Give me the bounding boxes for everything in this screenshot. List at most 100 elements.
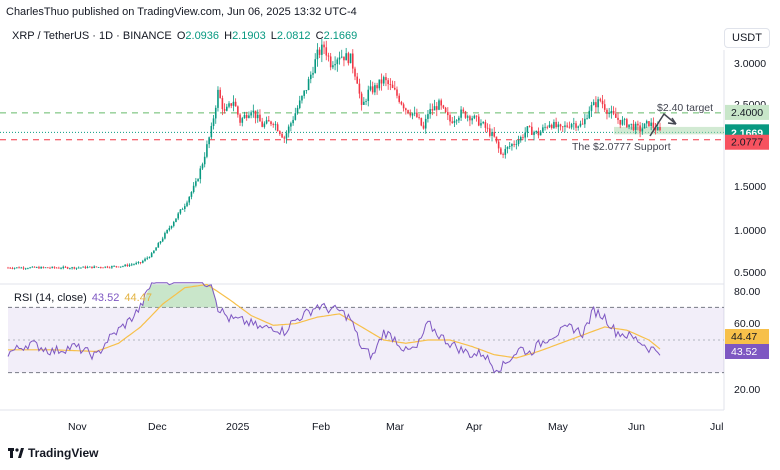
candle-body	[482, 122, 484, 124]
candle-body	[431, 109, 434, 111]
candle-body	[579, 123, 582, 127]
candle-body	[612, 110, 615, 114]
low-label: L	[270, 30, 277, 42]
candle-body	[119, 266, 122, 268]
candle-body	[332, 65, 334, 68]
candle-body	[274, 124, 277, 126]
candle-body	[336, 59, 339, 65]
candle-body	[184, 206, 186, 209]
candle-body	[259, 114, 261, 122]
candle-body	[586, 118, 588, 120]
candle-body	[334, 64, 336, 66]
candle-body	[13, 267, 16, 269]
candle-body	[469, 116, 471, 121]
candle-body	[599, 99, 602, 101]
candle-body	[234, 101, 237, 107]
time-label: Dec	[148, 421, 167, 433]
candle-body	[433, 106, 436, 111]
candle-body	[343, 56, 345, 61]
candle-body	[351, 53, 354, 69]
candle-body	[617, 117, 619, 120]
candle-body	[656, 127, 659, 131]
candle-body	[502, 154, 504, 155]
candle-body	[80, 267, 82, 269]
candle-body	[619, 119, 622, 125]
candle-body	[221, 98, 224, 110]
candle-body	[506, 146, 509, 149]
candle-body	[226, 106, 228, 111]
rsi-axis[interactable]: 80.00 60.00 20.00	[734, 286, 760, 396]
candle-body	[296, 107, 299, 114]
target-price-tag	[725, 104, 769, 120]
candle-body	[265, 120, 268, 124]
candle-body	[535, 130, 538, 133]
candle-body	[511, 144, 513, 147]
candle-body	[9, 267, 12, 269]
candle-body	[546, 126, 549, 128]
time-label: Jun	[628, 421, 645, 433]
candle-body	[283, 137, 286, 139]
candle-body	[634, 123, 637, 130]
candle-body	[49, 267, 51, 269]
candle-body	[245, 114, 248, 118]
candle-body	[38, 267, 40, 269]
candle-body	[281, 133, 283, 138]
candle-body	[150, 253, 153, 258]
currency-button[interactable]: USDT	[724, 28, 770, 48]
candle-body	[285, 133, 288, 139]
candle-body	[170, 225, 173, 229]
candle-body	[504, 148, 507, 155]
candle-body	[77, 267, 80, 269]
candle-body	[86, 267, 89, 269]
candle-body	[550, 124, 553, 128]
candle-body	[539, 131, 542, 136]
candle-body	[197, 179, 199, 182]
candle-body	[345, 53, 347, 61]
arrow-head-icon	[667, 117, 677, 125]
candle-body	[493, 132, 496, 137]
support-price-tag-text: 2.0777	[731, 137, 763, 149]
candle-body	[164, 233, 166, 239]
candle-body	[533, 132, 535, 135]
candle-body	[51, 266, 54, 268]
candle-body	[84, 266, 87, 269]
candle-body	[263, 123, 266, 127]
candle-body	[111, 266, 113, 268]
time-axis[interactable]: Nov Dec 2025 Feb Mar Apr May Jun Jul	[68, 421, 723, 433]
candle-body	[256, 114, 259, 119]
target-zone	[614, 126, 724, 135]
candle-body	[537, 130, 540, 136]
price-axis[interactable]: 3.0000 2.5000 1.5000 1.0000 0.5000	[734, 58, 766, 279]
rsi-band	[8, 307, 724, 373]
high-value: 2.1903	[232, 30, 266, 42]
candle-body	[573, 123, 575, 125]
candle-body	[290, 123, 292, 127]
candle-body	[327, 55, 330, 57]
candle-body	[199, 168, 202, 180]
symbol-name[interactable]: XRP / TetherUS · 1D · BINANCE	[12, 30, 172, 42]
candle-body	[360, 93, 363, 105]
candle-body	[228, 103, 230, 107]
candle-body	[305, 89, 308, 91]
candle-body	[652, 122, 655, 128]
candle-body	[626, 119, 628, 128]
candle-body	[385, 77, 387, 81]
candle-body	[597, 99, 599, 108]
candle-body	[314, 59, 317, 73]
candle-body	[254, 110, 257, 119]
candle-body	[58, 267, 60, 269]
candle-body	[142, 260, 144, 263]
candle-body	[462, 109, 465, 112]
candle-body	[338, 57, 341, 60]
candle-body	[16, 267, 18, 269]
candle-body	[564, 125, 566, 127]
candle-body	[393, 87, 396, 90]
candle-body	[489, 128, 491, 136]
candle-body	[100, 267, 102, 268]
candle-body	[645, 121, 648, 124]
candle-body	[93, 266, 95, 268]
tradingview-logo[interactable]: TradingView	[8, 446, 98, 460]
rsi-legend[interactable]: RSI (14, close) 43.52 44.47	[14, 292, 152, 304]
candle-body	[354, 68, 356, 77]
